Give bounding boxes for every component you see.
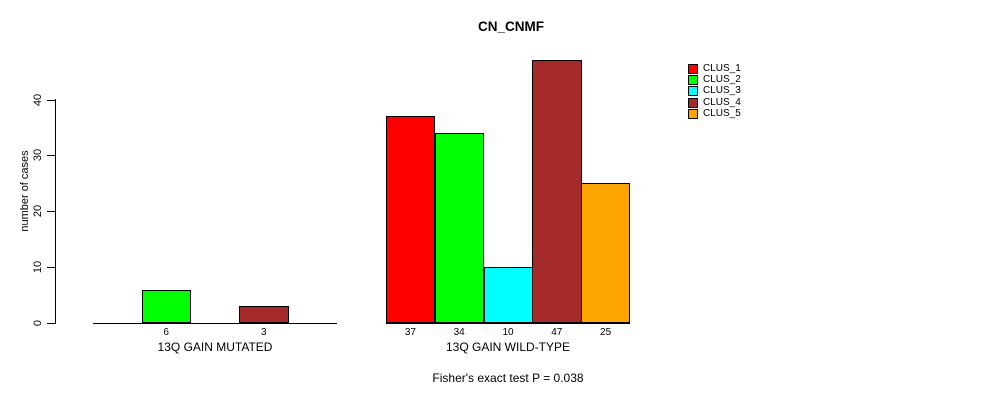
- y-axis-tick-label: 40: [32, 93, 44, 106]
- bar-clus_2-wild-type: [434, 133, 485, 323]
- bar-clus_2-mutated: [141, 289, 192, 323]
- bar-value-label: 37: [404, 327, 416, 338]
- y-axis-tick-label: 20: [32, 205, 44, 218]
- legend-swatch-clus_1: [688, 63, 698, 74]
- bar-value-label: 25: [600, 327, 612, 338]
- x-axis-baseline-wild-type: [386, 323, 630, 324]
- bar-value-label: 34: [453, 327, 465, 338]
- bar-clus_3-wild-type: [483, 267, 533, 323]
- group-label-mutated: 13Q GAIN MUTATED: [157, 340, 273, 354]
- chart-title: CN_CNMF: [478, 19, 544, 34]
- legend-item-clus_2: CLUS_2: [688, 74, 741, 85]
- legend-item-clus_5: CLUS_5: [688, 108, 741, 119]
- bar-clus_4-wild-type: [532, 60, 582, 323]
- bar-value-label: 47: [551, 327, 563, 338]
- legend-item-clus_4: CLUS_4: [688, 97, 741, 108]
- legend-swatch-clus_5: [688, 108, 698, 119]
- y-axis-tick: [47, 155, 55, 157]
- legend-swatch-clus_4: [688, 97, 698, 108]
- legend-swatch-clus_2: [688, 74, 698, 85]
- legend-swatch-clus_3: [688, 86, 698, 97]
- x-axis-baseline-mutated: [93, 323, 337, 324]
- y-axis-tick: [47, 99, 55, 101]
- y-axis-tick: [47, 211, 55, 213]
- y-axis-tick: [47, 323, 55, 324]
- y-axis-line: [55, 99, 56, 324]
- bar-value-label: 10: [502, 327, 514, 338]
- bar-clus_1-wild-type: [386, 116, 436, 323]
- y-axis-title: number of cases: [19, 150, 31, 232]
- group-label-wild-type: 13Q GAIN WILD-TYPE: [445, 340, 571, 354]
- fisher-test-annotation: Fisher's exact test P = 0.038: [432, 371, 584, 385]
- y-axis-tick-label: 10: [32, 260, 44, 274]
- legend-item-clus_1: CLUS_1: [688, 63, 741, 74]
- legend-label: CLUS_4: [703, 96, 741, 108]
- legend-label: CLUS_5: [703, 107, 741, 119]
- legend-label: CLUS_1: [703, 62, 741, 74]
- legend-label: CLUS_2: [703, 73, 741, 85]
- legend-label: CLUS_3: [703, 85, 741, 97]
- bar-clus_5-wild-type: [581, 183, 631, 323]
- legend: CLUS_1 CLUS_2 CLUS_3 CLUS_4 CLUS_5: [688, 63, 741, 119]
- y-axis-tick: [47, 267, 55, 269]
- legend-item-clus_3: CLUS_3: [688, 86, 741, 97]
- bar-value-label: 3: [261, 327, 267, 338]
- y-axis-tick-label: 30: [32, 149, 44, 162]
- y-axis-tick-label: 0: [32, 319, 44, 327]
- bar-clus_4-mutated: [239, 306, 289, 323]
- bar-value-label: 6: [163, 327, 169, 338]
